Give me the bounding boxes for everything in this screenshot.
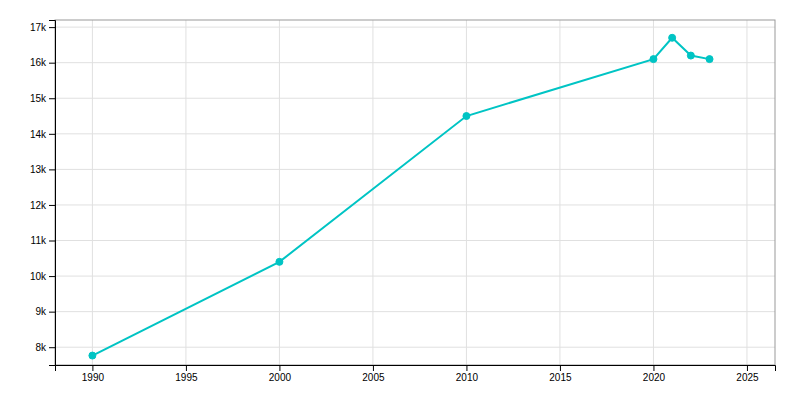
y-grid-line: [55, 240, 775, 241]
x-tick-mark: [466, 365, 467, 371]
x-tick: 2015: [549, 365, 572, 383]
point: [89, 352, 96, 359]
y-tick: 11k: [31, 235, 55, 246]
x-tick: 1995: [175, 365, 198, 383]
x-tick-label: 2015: [549, 372, 572, 383]
x-grid-line: [559, 20, 560, 365]
x-grid-line: [372, 20, 373, 365]
y-tick-mark: [49, 241, 55, 242]
y-tick: 10k: [30, 271, 55, 282]
x-tick-label: 2020: [643, 372, 666, 383]
y-axis-line: [49, 21, 56, 366]
x-tick-label: 2005: [362, 372, 385, 383]
y-tick-label: 16k: [30, 57, 47, 68]
y-tick-label: 10k: [30, 271, 47, 282]
x-tick-label: 1990: [82, 372, 105, 383]
y-tick-mark: [49, 134, 55, 135]
y-tick-label: 15k: [30, 93, 47, 104]
y-grid-line: [55, 169, 775, 170]
y-tick-mark: [49, 347, 55, 348]
y-axis: 8k 9k 10k 11k 12k 13k 14k 15k 16k 17k: [30, 21, 56, 366]
x-axis-line: [56, 366, 776, 372]
y-tick: 9k: [35, 306, 55, 317]
y-tick-label: 14k: [30, 129, 47, 140]
point: [463, 113, 470, 120]
y-grid-line: [55, 276, 775, 277]
y-grid-line: [55, 27, 775, 28]
y-tick-label: 9k: [35, 306, 47, 317]
point: [650, 56, 657, 63]
x-tick: 1990: [82, 365, 105, 383]
x-tick: 2025: [736, 365, 759, 383]
y-grid-line: [55, 133, 775, 134]
y-tick-label: 8k: [35, 342, 47, 353]
y-tick-label: 17k: [30, 22, 47, 33]
line: [92, 38, 709, 356]
y-grid-line: [55, 311, 775, 312]
y-tick-mark: [49, 169, 55, 170]
point: [687, 52, 694, 59]
y-tick-label: 13k: [30, 164, 47, 175]
chart: 1990 1995 2000 2005 2010 2015 2020 2025 8k 9k 10k 1…: [0, 0, 800, 400]
x-tick-label: 1995: [175, 372, 198, 383]
y-tick-mark: [49, 276, 55, 277]
x-grid-line: [466, 20, 467, 365]
point: [669, 34, 676, 41]
x-grid-line: [279, 20, 280, 365]
x-tick-mark: [92, 365, 93, 371]
x-tick-label: 2010: [456, 372, 479, 383]
plot-area: 1990 1995 2000 2005 2010 2015 2020 2025 8k 9k 10k 1…: [30, 20, 776, 383]
x-grid-line: [185, 20, 186, 365]
y-grid-line: [55, 62, 775, 63]
x-tick: 2005: [362, 365, 385, 383]
point: [276, 258, 283, 265]
x-tick-label: 2025: [736, 372, 759, 383]
x-tick-mark: [560, 365, 561, 371]
x-tick-mark: [653, 365, 654, 371]
y-tick: 13k: [30, 164, 55, 175]
y-grid-line: [55, 98, 775, 99]
point: [706, 56, 713, 63]
x-tick-mark: [747, 365, 748, 371]
x-tick-label: 2000: [269, 372, 292, 383]
x-tick-mark: [373, 365, 374, 371]
series-group: [89, 34, 713, 359]
y-tick-mark: [49, 98, 55, 99]
x-tick: 2000: [269, 365, 292, 383]
y-tick-label: 11k: [31, 235, 47, 246]
x-tick-mark: [186, 365, 187, 371]
y-tick-mark: [49, 205, 55, 206]
y-grid-line: [55, 347, 775, 348]
y-tick: 8k: [35, 342, 55, 353]
plot-frame: [55, 20, 775, 365]
x-axis: 1990 1995 2000 2005 2010 2015 2020 2025: [56, 365, 776, 383]
y-tick: 14k: [30, 129, 55, 140]
y-tick-mark: [49, 312, 55, 313]
y-tick: 12k: [30, 200, 55, 211]
y-tick: 15k: [30, 93, 55, 104]
x-grid-line: [92, 20, 93, 365]
y-tick: 16k: [30, 57, 55, 68]
x-tick: 2020: [643, 365, 666, 383]
y-tick-label: 12k: [30, 200, 47, 211]
y-tick-mark: [49, 27, 55, 28]
y-grid-line: [55, 204, 775, 205]
x-grid-line: [653, 20, 654, 365]
y-tick-mark: [49, 63, 55, 64]
x-grid-line: [746, 20, 747, 365]
y-tick: 17k: [30, 22, 55, 33]
grid: [55, 20, 775, 365]
x-tick-mark: [279, 365, 280, 371]
x-tick: 2010: [456, 365, 479, 383]
